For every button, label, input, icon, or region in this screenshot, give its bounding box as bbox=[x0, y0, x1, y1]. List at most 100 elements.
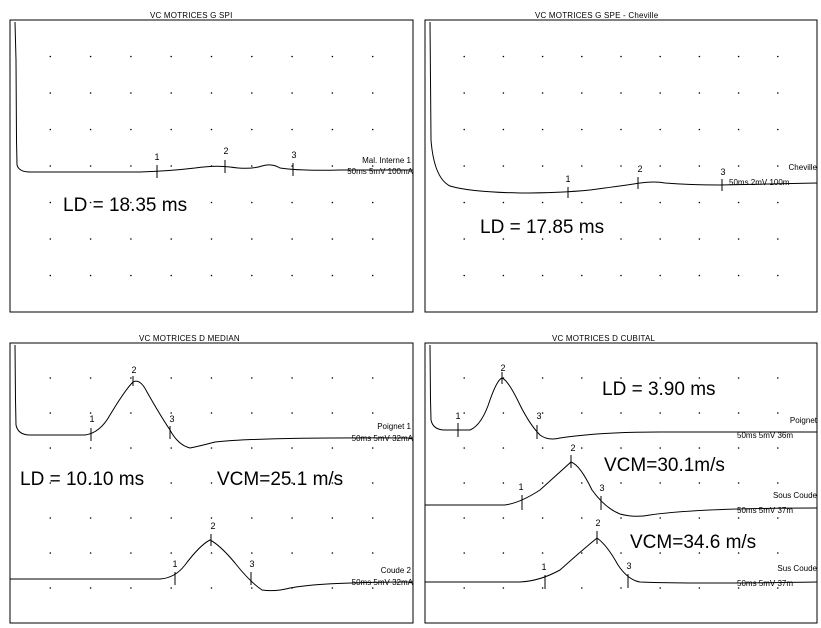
grid-dot bbox=[777, 447, 779, 449]
grid-dot bbox=[463, 92, 466, 94]
grid-dot bbox=[698, 55, 701, 58]
marker-label: 1 bbox=[89, 414, 94, 424]
marker-label: 1 bbox=[518, 482, 523, 492]
grid-dot bbox=[737, 201, 740, 204]
grid-dot bbox=[463, 128, 466, 131]
grid-dot bbox=[463, 587, 466, 589]
grid-dot bbox=[130, 517, 132, 519]
grid-dot bbox=[737, 412, 740, 414]
grid-dot bbox=[331, 165, 334, 167]
grid-dot bbox=[502, 92, 505, 94]
panel-title-median: VC MOTRICES D MEDIAN bbox=[139, 334, 240, 343]
grid-dot bbox=[291, 482, 293, 484]
grid-dot bbox=[49, 587, 52, 589]
grid-dot bbox=[698, 92, 701, 94]
grid-dot bbox=[463, 238, 466, 240]
grid-dot bbox=[737, 517, 740, 519]
marker-label: 2 bbox=[131, 365, 136, 375]
grid-dot bbox=[541, 377, 544, 379]
grid-dot bbox=[170, 128, 172, 131]
grid-dot bbox=[251, 552, 253, 554]
grid-dot bbox=[581, 55, 583, 58]
grid-dot bbox=[659, 482, 661, 484]
grid-dot bbox=[49, 482, 52, 484]
grid-dot bbox=[777, 55, 779, 58]
panel-frame-spi bbox=[9, 19, 414, 313]
marker-label: 2 bbox=[210, 521, 215, 531]
marker-label: 3 bbox=[249, 559, 254, 569]
grid-dot bbox=[698, 274, 701, 277]
grid-dot bbox=[89, 92, 92, 94]
grid-dot bbox=[49, 201, 52, 204]
grid-dot bbox=[581, 165, 583, 167]
grid-dot bbox=[620, 201, 622, 204]
grid-dot bbox=[251, 447, 253, 449]
grid-dot bbox=[698, 412, 701, 414]
grid-dot bbox=[463, 482, 466, 484]
grid-dot bbox=[89, 482, 92, 484]
grid-dot bbox=[777, 482, 779, 484]
grid-dot bbox=[89, 517, 92, 519]
grid-dot bbox=[170, 55, 172, 58]
grid-dot bbox=[291, 552, 293, 554]
trace-site-label: Sus Coude bbox=[777, 564, 817, 573]
grid-dot bbox=[541, 201, 544, 204]
trace-median-poignet bbox=[14, 344, 414, 449]
grid-dot bbox=[659, 238, 661, 240]
grid-dot bbox=[463, 165, 466, 167]
grid-dot bbox=[130, 447, 132, 449]
grid-dot bbox=[659, 128, 661, 131]
trace-site-label: Sous Coude bbox=[773, 491, 818, 500]
grid-dot bbox=[130, 412, 132, 414]
grid-dot bbox=[581, 447, 583, 449]
grid-dots bbox=[49, 55, 779, 589]
grid-dot bbox=[620, 552, 622, 554]
grid-dot bbox=[777, 92, 779, 94]
panel-frame-spe bbox=[424, 19, 818, 313]
grid-dot bbox=[170, 165, 172, 167]
grid-dot bbox=[130, 238, 132, 240]
grid-dot bbox=[659, 447, 661, 449]
ld-measurement-median: LD = 10.10 ms bbox=[20, 469, 145, 490]
grid-dot bbox=[698, 517, 701, 519]
grid-dot bbox=[251, 482, 253, 484]
grid-dot bbox=[251, 55, 253, 58]
grid-dot bbox=[541, 447, 544, 449]
grid-dot bbox=[502, 447, 505, 449]
marker-label: 3 bbox=[536, 411, 541, 421]
grid-dot bbox=[331, 377, 334, 379]
grid-dot bbox=[502, 517, 505, 519]
grid-dot bbox=[331, 412, 334, 414]
grid-dot bbox=[291, 517, 293, 519]
grid-dot bbox=[659, 92, 661, 94]
grid-dot bbox=[659, 517, 661, 519]
grid-dot bbox=[331, 587, 334, 589]
grid-dot bbox=[89, 201, 92, 204]
grid-dot bbox=[89, 552, 92, 554]
grid-dot bbox=[210, 55, 213, 58]
grid-dot bbox=[130, 55, 132, 58]
trace-settings-label: 50ms 2mV 100m bbox=[729, 178, 790, 187]
grid-dot bbox=[620, 128, 622, 131]
markers-spe bbox=[567, 177, 723, 198]
marker-label: 1 bbox=[455, 411, 460, 421]
grid-dot bbox=[331, 482, 334, 484]
grid-dot bbox=[210, 201, 213, 204]
grid-dot bbox=[581, 412, 583, 414]
grid-dot bbox=[291, 447, 293, 449]
grid-dot bbox=[620, 482, 622, 484]
grid-dot bbox=[331, 274, 334, 277]
grid-dot bbox=[737, 92, 740, 94]
grid-dot bbox=[331, 92, 334, 94]
grid-dot bbox=[777, 201, 779, 204]
trace-median-coude bbox=[10, 539, 414, 592]
grid-dot bbox=[251, 377, 253, 379]
trace-site-label: Poignet bbox=[790, 416, 818, 425]
grid-dot bbox=[170, 517, 172, 519]
grid-dot bbox=[502, 412, 505, 414]
grid-dot bbox=[620, 165, 622, 167]
ld-measurement-spi: LD = 18.35 ms bbox=[63, 195, 188, 216]
grid-dot bbox=[49, 55, 52, 58]
grid-dot bbox=[331, 238, 334, 240]
